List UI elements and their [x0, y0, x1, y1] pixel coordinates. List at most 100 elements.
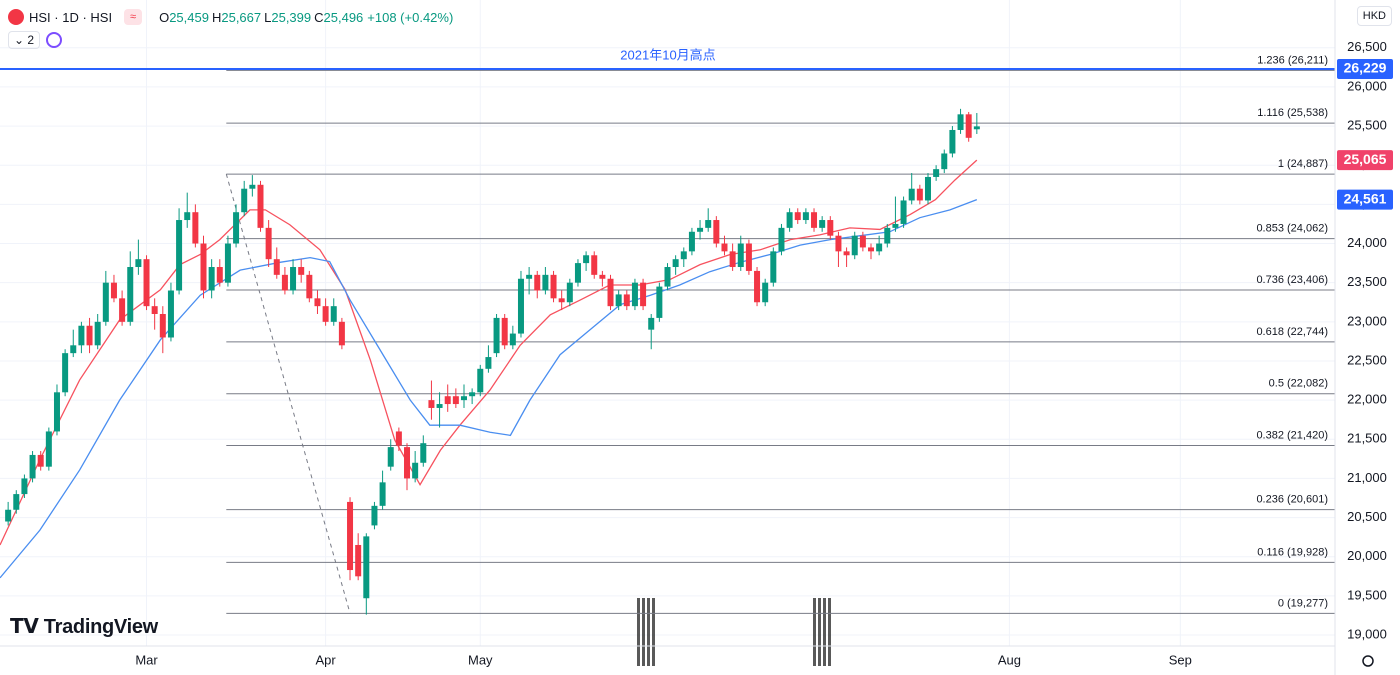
fib-label: 0.5 (22,082) [1269, 378, 1328, 390]
candle-body [404, 447, 411, 479]
currency[interactable]: HKD [1356, 6, 1392, 26]
indicator-toggle[interactable]: ⌄ 2 [8, 31, 41, 49]
candle-body [119, 298, 126, 322]
overlay-stripe [818, 598, 821, 666]
candle-body [884, 227, 891, 244]
candle-body [558, 298, 565, 303]
candle-body [13, 494, 20, 510]
candle-body [37, 454, 44, 467]
brand-logo: 𝗧𝗩 [10, 616, 44, 638]
candle-body [868, 247, 875, 252]
ohlc-value: 25,399 [271, 9, 312, 25]
market-status[interactable]: ≈ [124, 9, 143, 25]
fib-label: 1.116 (25,538) [1257, 107, 1328, 119]
candle-body [330, 306, 337, 322]
indicator-count: 2 [27, 33, 35, 47]
candle-body [697, 227, 704, 232]
candle-body [135, 259, 142, 268]
candle-body [322, 306, 329, 322]
candle-body [338, 321, 345, 346]
candle-body [843, 251, 850, 256]
symbol[interactable]: HSI · 1D · HSI [29, 9, 113, 25]
brand: 𝗧𝗩 TradingView [10, 614, 158, 639]
candle-body [534, 274, 541, 291]
y-tick-label: 23,000 [1347, 313, 1387, 328]
candle-body [290, 267, 297, 291]
y-tick-label: 26,000 [1347, 78, 1387, 93]
candle-body [827, 220, 834, 236]
candle-body [941, 153, 948, 170]
brand-name: TradingView [43, 616, 158, 638]
y-tick-label: 19,000 [1347, 626, 1387, 641]
fib-label: 1 (24,887) [1278, 158, 1328, 170]
ohlc-key: C [314, 9, 324, 25]
change: +108 (+0.42%) [367, 9, 454, 25]
candle-body [631, 282, 638, 307]
price-badge-label: 26,229 [1344, 60, 1387, 76]
candle-body [550, 274, 557, 299]
candle-body [110, 282, 117, 299]
candle-body [900, 200, 907, 224]
candle-body [477, 368, 484, 393]
axes: 19,000 19,500 20,000 20,500 21,000 21,500 22,0… [135, 39, 1393, 667]
candle-body [216, 267, 223, 283]
candle-body [78, 325, 85, 346]
candle-body [721, 243, 728, 252]
candle-body [94, 321, 101, 346]
candle-body [452, 396, 459, 405]
overlay-stripe [642, 598, 645, 666]
candle-body [53, 392, 60, 432]
ohlc-value: 25,496 [323, 9, 364, 25]
candle-body [851, 235, 858, 256]
candle-body [672, 259, 679, 268]
candle-body [916, 188, 923, 201]
candle-body [509, 333, 516, 346]
candle-body [273, 259, 280, 275]
candle-body [444, 396, 451, 405]
candle-body [62, 353, 69, 393]
candle-body [306, 274, 313, 299]
y-tick-label: 21,500 [1347, 431, 1387, 446]
candle-body [233, 212, 240, 244]
candle-body [355, 544, 362, 577]
candle-body [192, 212, 199, 244]
candle-body [656, 286, 663, 318]
y-tick-label: 22,500 [1347, 352, 1387, 367]
overlay-stripe [647, 598, 650, 666]
fib-label: 0.382 (21,420) [1256, 429, 1328, 441]
candle-body [127, 267, 134, 322]
candle-body [566, 282, 573, 303]
fib-label: 0.236 (20,601) [1256, 494, 1328, 506]
candle-body [640, 282, 647, 307]
resistance-label: 2021年10月高点 [620, 47, 715, 62]
candle-body [298, 267, 305, 275]
ohlc-key: H [211, 9, 222, 25]
price-badge [1337, 150, 1393, 171]
candle-body [176, 220, 183, 291]
candle-body [29, 454, 36, 479]
candle-body [224, 243, 231, 283]
candle-body [794, 212, 801, 221]
candle-body [965, 114, 972, 138]
candle-body [688, 231, 695, 252]
candle-body [729, 251, 736, 268]
ohlc-value: 25,459 [169, 9, 209, 25]
candle-body [428, 400, 435, 408]
candle-body [908, 188, 915, 201]
candle-body [754, 270, 761, 303]
candle-body [811, 212, 818, 228]
candle-body [680, 251, 687, 260]
candle-body [705, 220, 712, 228]
fib-label: 0.853 (24,062) [1256, 223, 1328, 235]
candle-body [924, 176, 931, 201]
fib-label: 1.236 (26,211) [1257, 54, 1328, 66]
ohlc: O25,459 H25,667 L25,399 C25,496 [156, 10, 363, 25]
price-badge [1337, 58, 1393, 79]
ohlc-key: O [159, 9, 170, 25]
settings-icon[interactable] [1362, 655, 1374, 667]
y-tick-label: 26,500 [1347, 39, 1387, 54]
sync-icon[interactable] [46, 32, 63, 48]
candle-body [5, 509, 12, 522]
candle-body [21, 478, 28, 495]
candle-body [517, 278, 524, 334]
